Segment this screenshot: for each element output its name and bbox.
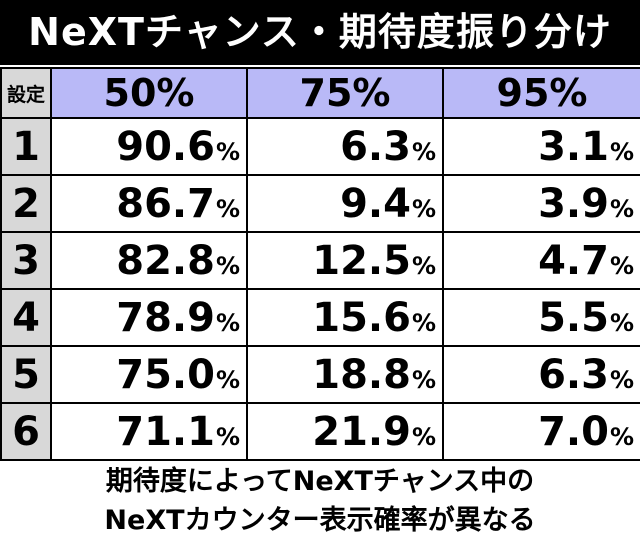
- value-number: 71.1: [116, 408, 215, 455]
- percent-sign: %: [215, 251, 240, 280]
- value-number: 21.9: [312, 408, 411, 455]
- table-row: 4 78.9% 15.6% 5.5%: [0, 288, 640, 347]
- value-number: 5.5: [538, 294, 609, 341]
- value-cell: 18.8%: [246, 345, 444, 404]
- column-header-95: 95%: [442, 67, 640, 119]
- value-number: 7.0: [538, 408, 609, 455]
- value-cell: 78.9%: [50, 288, 248, 347]
- percent-sign: %: [609, 137, 634, 166]
- value-number: 90.6: [116, 123, 215, 170]
- distribution-table: 設定 50% 75% 95% 1 90.6% 6.3% 3.1% 2 86.7%…: [0, 67, 640, 461]
- table-row: 6 71.1% 21.9% 7.0%: [0, 402, 640, 461]
- value-cell: 71.1%: [50, 402, 248, 461]
- percent-sign: %: [609, 365, 634, 394]
- setting-cell: 1: [0, 117, 52, 176]
- value-cell: 3.9%: [442, 174, 640, 233]
- value-cell: 75.0%: [50, 345, 248, 404]
- setting-cell: 3: [0, 231, 52, 290]
- value-cell: 4.7%: [442, 231, 640, 290]
- percent-sign: %: [609, 308, 634, 337]
- percent-sign: %: [215, 308, 240, 337]
- table-row: 2 86.7% 9.4% 3.9%: [0, 174, 640, 233]
- value-number: 4.7: [538, 237, 609, 284]
- value-number: 3.9: [538, 180, 609, 227]
- column-header-75: 75%: [246, 67, 444, 119]
- value-number: 6.3: [538, 351, 609, 398]
- value-number: 75.0: [116, 351, 215, 398]
- value-number: 18.8: [312, 351, 411, 398]
- value-number: 86.7: [116, 180, 215, 227]
- percent-sign: %: [411, 365, 436, 394]
- value-cell: 5.5%: [442, 288, 640, 347]
- percent-sign: %: [215, 422, 240, 451]
- table-row: 5 75.0% 18.8% 6.3%: [0, 345, 640, 404]
- value-number: 3.1: [538, 123, 609, 170]
- page-title: NeXTチャンス・期待度振り分け: [0, 0, 640, 65]
- setting-cell: 2: [0, 174, 52, 233]
- setting-header: 設定: [0, 67, 52, 119]
- percent-sign: %: [609, 422, 634, 451]
- percent-sign: %: [411, 137, 436, 166]
- percent-sign: %: [411, 308, 436, 337]
- value-cell: 7.0%: [442, 402, 640, 461]
- value-cell: 6.3%: [442, 345, 640, 404]
- value-number: 6.3: [340, 123, 411, 170]
- table-row: 1 90.6% 6.3% 3.1%: [0, 117, 640, 176]
- footnote: 期待度によってNeXTチャンス中の NeXTカウンター表示確率が異なる: [0, 462, 640, 540]
- value-cell: 90.6%: [50, 117, 248, 176]
- percent-sign: %: [411, 422, 436, 451]
- percent-sign: %: [609, 251, 634, 280]
- table-row: 3 82.8% 12.5% 4.7%: [0, 231, 640, 290]
- value-cell: 12.5%: [246, 231, 444, 290]
- percent-sign: %: [215, 365, 240, 394]
- setting-cell: 5: [0, 345, 52, 404]
- value-cell: 9.4%: [246, 174, 444, 233]
- table-header-row: 設定 50% 75% 95%: [0, 67, 640, 119]
- setting-cell: 6: [0, 402, 52, 461]
- value-number: 12.5: [312, 237, 411, 284]
- percent-sign: %: [609, 194, 634, 223]
- value-number: 15.6: [312, 294, 411, 341]
- percent-sign: %: [411, 251, 436, 280]
- value-cell: 6.3%: [246, 117, 444, 176]
- value-number: 9.4: [340, 180, 411, 227]
- value-cell: 15.6%: [246, 288, 444, 347]
- value-cell: 82.8%: [50, 231, 248, 290]
- footnote-line-2: NeXTカウンター表示確率が異なる: [104, 505, 536, 536]
- percent-sign: %: [215, 194, 240, 223]
- column-header-50: 50%: [50, 67, 248, 119]
- percent-sign: %: [215, 137, 240, 166]
- value-number: 78.9: [116, 294, 215, 341]
- value-number: 82.8: [116, 237, 215, 284]
- setting-cell: 4: [0, 288, 52, 347]
- value-cell: 3.1%: [442, 117, 640, 176]
- percent-sign: %: [411, 194, 436, 223]
- value-cell: 86.7%: [50, 174, 248, 233]
- footnote-line-1: 期待度によってNeXTチャンス中の: [105, 466, 535, 497]
- value-cell: 21.9%: [246, 402, 444, 461]
